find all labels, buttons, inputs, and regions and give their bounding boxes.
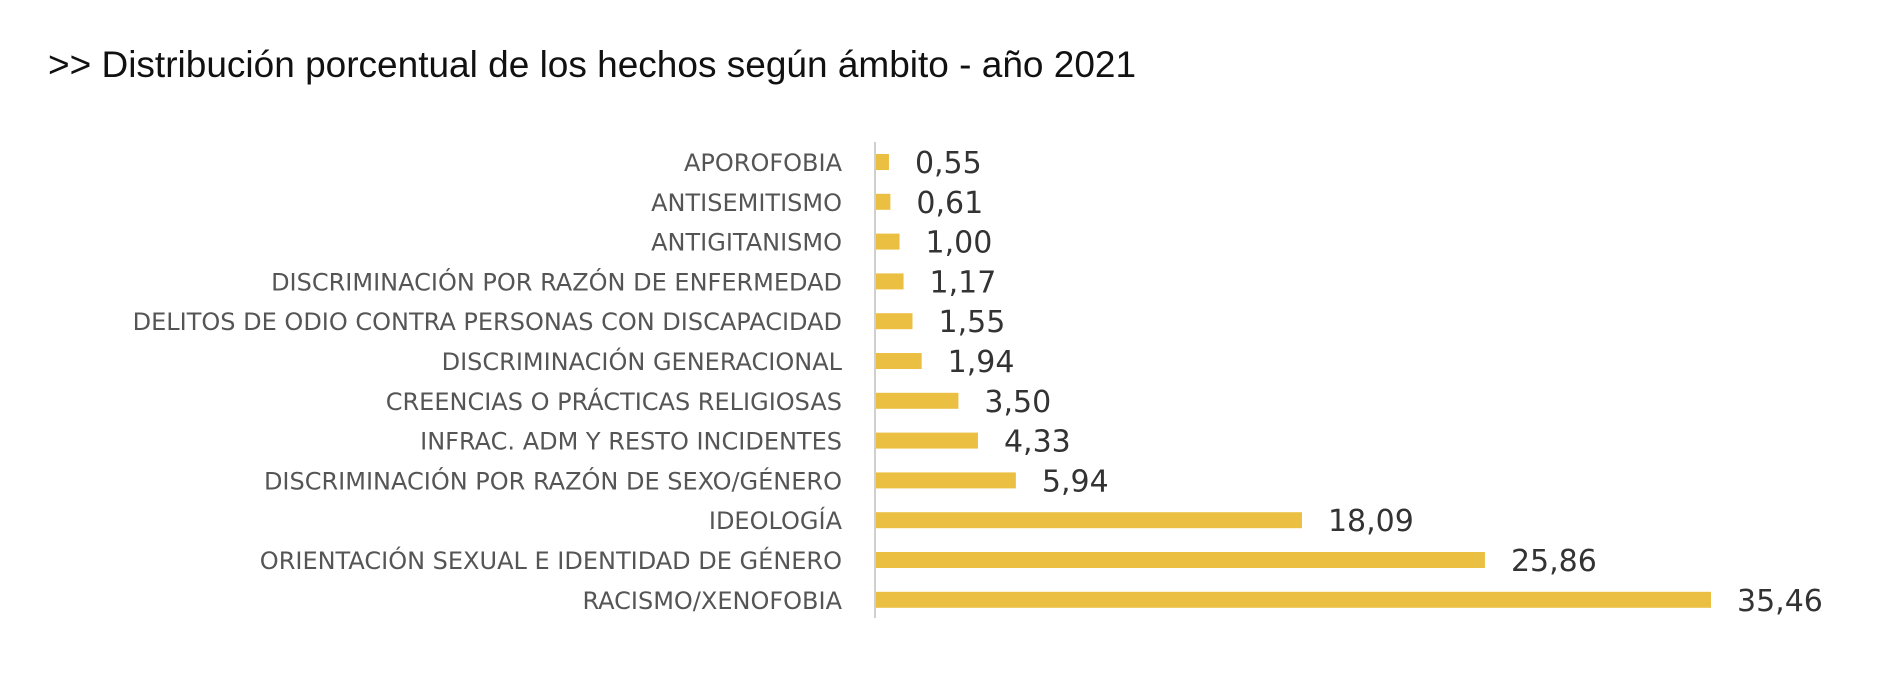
bar [876,591,1711,608]
category-label: RACISMO/XENOFOBIA [582,587,842,615]
bar-row: APOROFOBIA 0,55 [684,146,982,181]
data-label: 35,46 [1737,584,1823,619]
category-label: IDEOLOGÍA [709,506,843,535]
bar-row: DISCRIMINACIÓN POR RAZÓN DE SEXO/GÉNERO 5… [264,464,1109,499]
category-label: INFRAC. ADM Y RESTO INCIDENTES [420,428,842,456]
data-label: 5,94 [1042,464,1109,499]
data-label: 1,00 [926,226,993,261]
bar [876,432,978,449]
bar-row: IDEOLOGÍA 18,09 [709,504,1414,539]
chart-title: >> Distribución porcentual de los hechos… [48,44,1137,85]
data-label: 1,17 [930,265,997,300]
category-label: ORIENTACIÓN SEXUAL E IDENTIDAD DE GÉNERO [260,545,842,575]
bar [876,392,959,409]
bar [876,353,922,369]
bar-row: INFRAC. ADM Y RESTO INCIDENTES 4,33 [420,425,1071,460]
data-label: 3,50 [984,385,1051,420]
category-label: ANTISEMITISMO [651,189,842,217]
category-label: APOROFOBIA [684,149,843,177]
bar-row: ORIENTACIÓN SEXUAL E IDENTIDAD DE GÉNERO… [260,544,1597,579]
bar-row: RACISMO/XENOFOBIA 35,46 [582,584,1822,619]
data-label: 1,94 [948,345,1015,380]
bar-row: DISCRIMINACIÓN POR RAZÓN DE ENFERMEDAD 1,… [271,265,996,300]
bar [876,512,1302,529]
bar [876,313,913,330]
category-label: DELITOS DE ODIO CONTRA PERSONAS CON DISC… [133,308,842,336]
data-label: 1,55 [938,305,1005,340]
data-label: 0,61 [916,186,983,221]
category-label: CREENCIAS O PRÁCTICAS RELIGIOSAS [386,387,842,416]
data-label: 18,09 [1328,504,1414,539]
bar [876,193,891,210]
data-label: 0,55 [915,146,982,181]
bar-row: CREENCIAS O PRÁCTICAS RELIGIOSAS 3,50 [386,385,1051,420]
data-label: 4,33 [1004,425,1071,460]
bar-row: DELITOS DE ODIO CONTRA PERSONAS CON DISC… [133,305,1006,340]
category-label: DISCRIMINACIÓN GENERACIONAL [442,346,843,376]
category-label: DISCRIMINACIÓN POR RAZÓN DE ENFERMEDAD [271,266,842,296]
category-label: ANTIGITANISMO [651,229,842,257]
bars-group: APOROFOBIA 0,55 ANTISEMITISMO 0,61 ANTIGITAN… [133,146,1823,619]
bar [876,273,904,290]
category-label: DISCRIMINACIÓN POR RAZÓN DE SEXO/GÉNERO [264,465,842,495]
bar [876,154,889,170]
data-label: 25,86 [1511,544,1597,579]
bar-row: DISCRIMINACIÓN GENERACIONAL 1,94 [442,345,1015,380]
bar-row: ANTIGITANISMO 1,00 [651,226,992,261]
bar [876,472,1016,489]
bar-row: ANTISEMITISMO 0,61 [651,186,983,221]
bar [876,233,900,250]
bar [876,552,1485,568]
